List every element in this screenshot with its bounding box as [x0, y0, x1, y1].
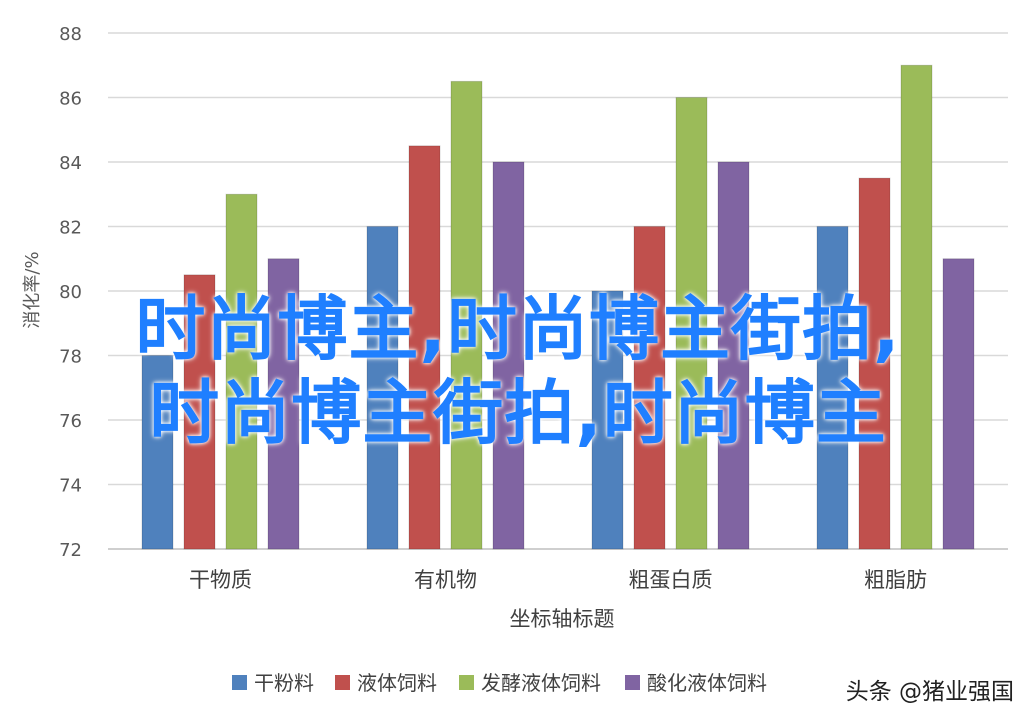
x-tick-label: 粗蛋白质 [629, 568, 713, 592]
bar [633, 226, 666, 550]
legend-label: 酸化液体饲料 [647, 671, 767, 695]
legend-label: 发酵液体饲料 [481, 671, 601, 695]
y-axis-label: 消化率/% [22, 251, 43, 328]
y-tick-labels: 72 74 76 78 80 82 84 86 88 [59, 24, 82, 561]
overlay-text-line-2: 时尚博主街拍,时尚博主 [149, 372, 887, 454]
y-tick-label: 84 [59, 153, 82, 174]
y-tick-label: 78 [59, 347, 82, 368]
overlay-text-line-1: 时尚博主,时尚博主街拍, [135, 288, 901, 370]
y-tick-label: 86 [59, 89, 82, 110]
legend-swatch [335, 675, 350, 690]
bar [450, 80, 483, 550]
legend-swatch [459, 675, 474, 690]
bar [591, 290, 624, 550]
bar [675, 97, 708, 550]
gridlines [108, 32, 1008, 550]
x-tick-labels: 干物质 有机物 粗蛋白质 粗脂肪 [189, 568, 927, 592]
x-axis-label: 坐标轴标题 [510, 607, 615, 631]
bar [225, 193, 258, 550]
watermark: 头条 @猪业强国 [845, 679, 1014, 705]
bar [141, 355, 174, 550]
bar [717, 161, 750, 550]
x-tick-label: 粗脂肪 [864, 568, 927, 592]
y-tick-label: 76 [59, 411, 82, 432]
legend-swatch [625, 675, 640, 690]
bar [816, 226, 849, 550]
bar [408, 145, 441, 550]
bar [267, 258, 300, 550]
bars [141, 64, 975, 550]
legend-swatch [232, 675, 247, 690]
legend: 干粉料 液体饲料 发酵液体饲料 酸化液体饲料 [232, 671, 767, 695]
bar [366, 226, 399, 550]
bar [492, 161, 525, 550]
y-tick-label: 88 [59, 24, 82, 45]
x-tick-label: 有机物 [414, 568, 477, 592]
x-tick-label: 干物质 [189, 568, 252, 592]
y-tick-label: 74 [59, 476, 82, 497]
y-tick-label: 82 [59, 218, 82, 239]
bar [183, 274, 216, 550]
legend-label: 干粉料 [254, 671, 314, 695]
bar [858, 177, 891, 550]
legend-label: 液体饲料 [357, 671, 437, 695]
bar [900, 64, 933, 550]
y-tick-label: 72 [59, 540, 82, 561]
bar [942, 258, 975, 550]
y-tick-label: 80 [59, 282, 82, 303]
